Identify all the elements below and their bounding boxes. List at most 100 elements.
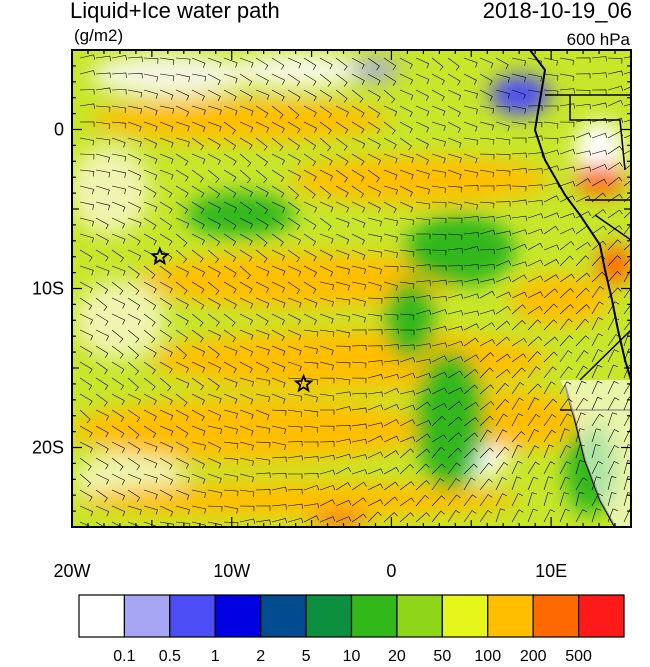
wind-barb — [239, 185, 253, 198]
wind-barb — [111, 329, 124, 343]
wind-barb — [319, 393, 335, 402]
wind-barb — [623, 86, 631, 91]
wind-barb — [463, 447, 478, 459]
wind-barb — [191, 361, 206, 373]
wind-barb — [143, 57, 159, 64]
wind-barb — [367, 422, 384, 428]
wind-barb — [367, 121, 381, 134]
wind-barb — [223, 441, 239, 449]
wind-barb — [351, 233, 365, 245]
wind-barb — [543, 381, 556, 395]
wind-barb — [191, 393, 205, 405]
wind-barb — [399, 313, 415, 321]
wind-barb — [159, 89, 174, 100]
wind-barb — [287, 121, 301, 134]
wind-barb — [591, 149, 608, 156]
wind-barb — [367, 185, 382, 197]
wind-barb — [463, 432, 479, 443]
wind-barb — [191, 137, 204, 151]
wind-barb — [559, 181, 576, 187]
wind-barb — [543, 366, 557, 379]
wind-barb — [383, 512, 398, 523]
wind-barb — [319, 169, 333, 181]
wind-barb — [367, 89, 381, 102]
wind-barb — [463, 494, 477, 507]
wind-barb — [287, 329, 302, 341]
wind-barb — [223, 473, 239, 482]
wind-barb — [175, 505, 190, 515]
wind-barb — [527, 366, 541, 379]
wind-barb — [431, 233, 447, 240]
wind-barb — [351, 313, 366, 323]
lwp-field — [72, 50, 631, 527]
wind-barb — [271, 201, 286, 213]
wind-barb — [351, 217, 366, 228]
wind-barb — [463, 354, 479, 363]
wind-barb — [543, 121, 559, 129]
wind-barb — [527, 413, 541, 427]
wind-barb — [527, 135, 543, 141]
colorbar-swatch — [350, 594, 398, 638]
wind-barb — [383, 313, 399, 321]
wind-barb — [271, 297, 286, 308]
wind-barb — [591, 240, 607, 251]
wind-barb — [79, 521, 92, 527]
wind-barb — [271, 377, 286, 388]
wind-barb — [575, 287, 590, 299]
wind-barb — [159, 105, 175, 114]
wind-barb — [527, 291, 544, 299]
wind-barb — [191, 233, 205, 246]
wind-barb — [319, 313, 334, 324]
wind-barb — [111, 297, 126, 309]
wind-barb — [351, 454, 368, 460]
wind-barb — [175, 313, 189, 326]
wind-barb — [175, 457, 189, 469]
wind-barb — [303, 121, 318, 133]
wind-barb — [415, 217, 431, 226]
wind-barb — [399, 357, 416, 363]
wind-barb — [591, 444, 601, 459]
wind-barb — [191, 249, 204, 263]
wind-barb — [335, 249, 350, 260]
wind-barb — [159, 425, 174, 437]
wind-barb — [479, 216, 495, 222]
wind-barb — [319, 297, 334, 307]
wind-barb — [239, 518, 256, 524]
wind-barb — [351, 249, 366, 261]
wind-barb — [319, 441, 335, 447]
wind-barb — [527, 152, 543, 158]
wind-barb — [271, 185, 285, 198]
wind-barb — [463, 232, 479, 238]
colorbar-swatch — [123, 594, 171, 638]
wind-barb — [607, 429, 619, 443]
wind-barb — [143, 329, 156, 343]
wind-barb — [447, 153, 462, 163]
wind-barb — [351, 281, 367, 290]
wind-barb — [527, 476, 539, 491]
wind-barb — [175, 169, 189, 182]
wind-barb — [319, 201, 334, 213]
wind-barb — [543, 429, 556, 443]
wind-barb — [511, 89, 526, 100]
wind-barb — [303, 329, 319, 337]
wind-barb — [271, 281, 285, 293]
wind-barb — [319, 265, 334, 277]
wind-barb — [415, 201, 431, 210]
wind-barb — [415, 433, 431, 443]
wind-barb — [543, 476, 554, 491]
wind-barb — [95, 329, 110, 341]
wind-barb — [111, 105, 127, 114]
wind-barb — [239, 265, 251, 280]
wind-barb — [127, 281, 140, 295]
wind-barb — [559, 398, 573, 411]
wind-barb — [255, 137, 268, 151]
wind-barb — [431, 265, 447, 271]
wind-barb — [175, 393, 188, 407]
wind-barb — [591, 396, 603, 411]
wind-barb — [527, 397, 540, 411]
wind-barb — [543, 274, 559, 283]
wind-barb — [479, 309, 496, 315]
wind-barb — [383, 281, 398, 291]
wind-barb — [543, 398, 557, 411]
wind-barb — [383, 404, 400, 411]
